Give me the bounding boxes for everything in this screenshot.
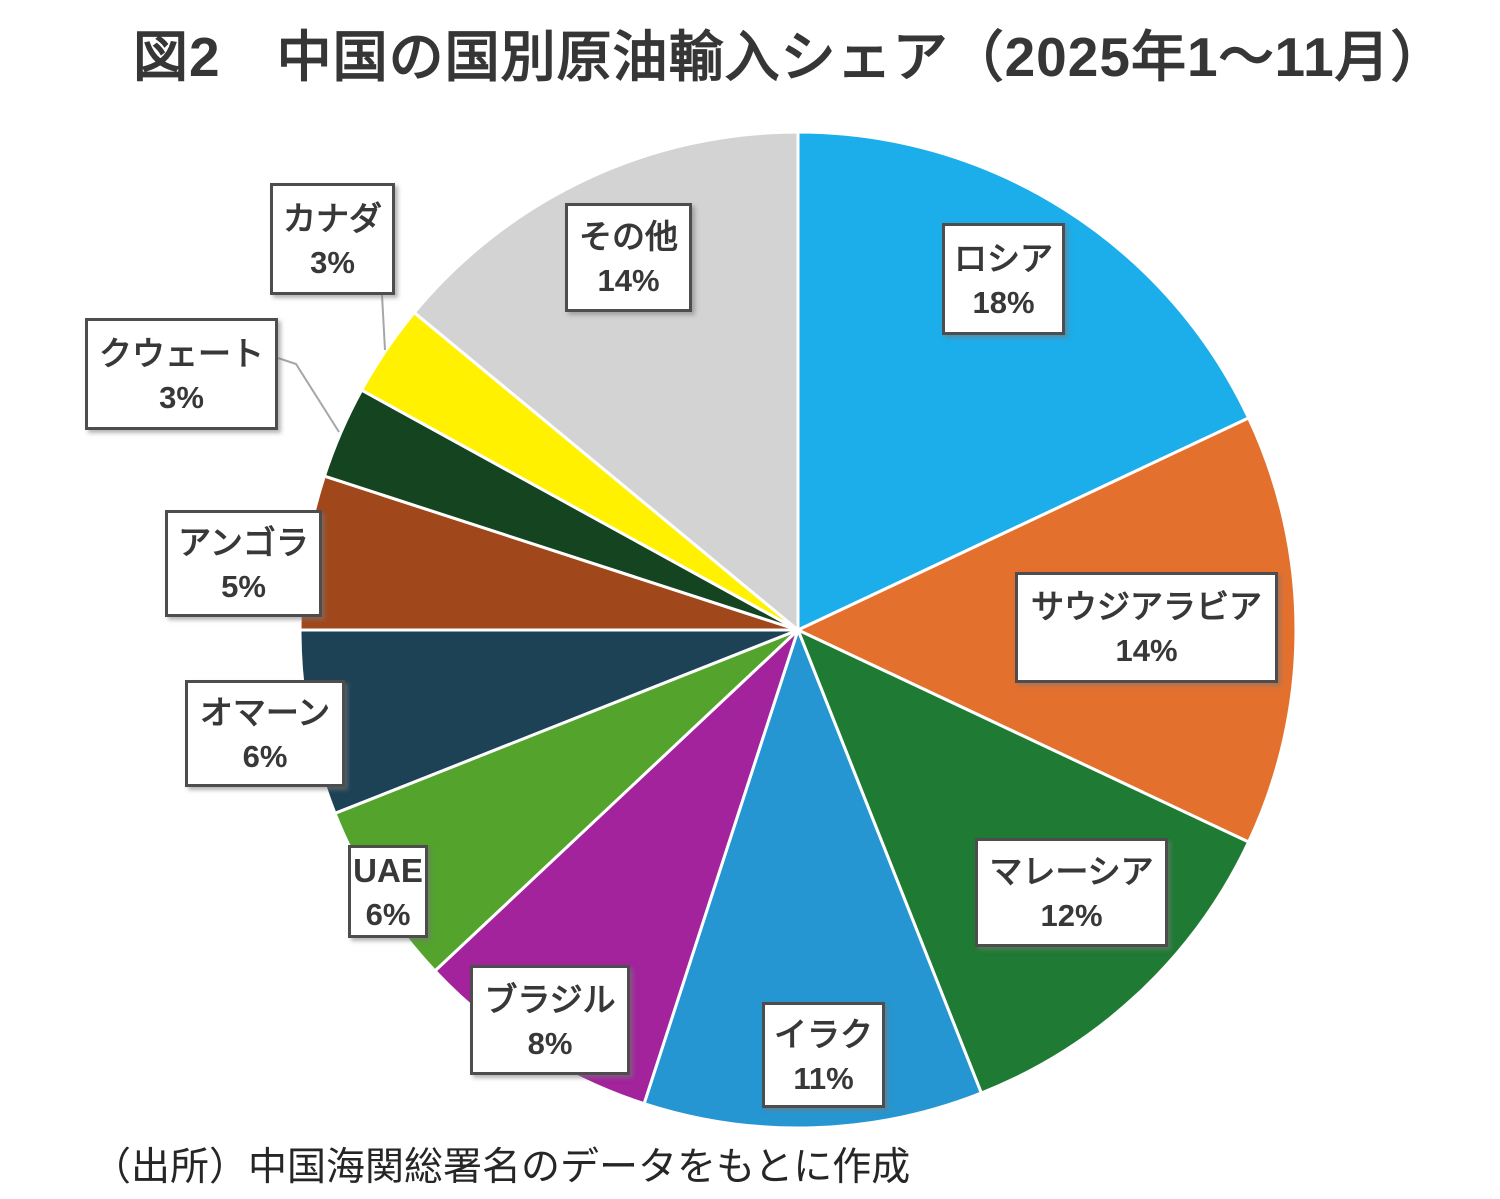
pie-slice-iraq bbox=[642, 628, 983, 1130]
label-kuwait-pct: 3% bbox=[159, 379, 204, 415]
chart-title: 図2 中国の国別原油輸入シェア（2025年1～11月） bbox=[133, 26, 1447, 88]
canada-leader-line bbox=[381, 294, 386, 351]
label-malaysia-pct: 12% bbox=[1040, 898, 1103, 934]
label-brazil: ブラジル 8% bbox=[470, 965, 630, 1075]
label-brazil-pct: 8% bbox=[527, 1025, 573, 1061]
label-saudi-arabia-name: サウジアラビア bbox=[1031, 588, 1262, 626]
label-iraq-pct: 11% bbox=[793, 1060, 854, 1096]
label-saudi-arabia-pct: 14% bbox=[1115, 633, 1178, 669]
label-angola-pct: 5% bbox=[221, 569, 266, 605]
label-russia-pct: 18% bbox=[972, 284, 1035, 320]
label-russia: ロシア 18% bbox=[942, 223, 1065, 335]
label-angola-name: アンゴラ bbox=[178, 524, 309, 562]
label-oman-pct: 6% bbox=[242, 739, 288, 775]
label-canada-pct: 3% bbox=[310, 244, 355, 280]
label-russia-name: ロシア bbox=[954, 239, 1053, 277]
label-oman-name: オマーン bbox=[199, 694, 331, 732]
label-canada-name: カナダ bbox=[283, 199, 382, 237]
source-note: （出所）中国海関総署名のデータをもとに作成 bbox=[92, 1146, 911, 1189]
label-malaysia: マレーシア 12% bbox=[975, 838, 1168, 947]
label-iraq-name: イラク bbox=[774, 1015, 873, 1053]
label-others: その他 14% bbox=[565, 203, 692, 312]
label-saudi-arabia: サウジアラビア 14% bbox=[1015, 572, 1278, 683]
pie-slice-russia bbox=[796, 130, 1251, 632]
label-uae-name: UAE bbox=[353, 852, 423, 890]
label-brazil-name: ブラジル bbox=[484, 980, 616, 1018]
label-uae: UAE 6% bbox=[348, 845, 428, 938]
pie-slice-others bbox=[412, 130, 800, 632]
leader-lines-group bbox=[277, 294, 386, 433]
label-iraq: イラク 11% bbox=[762, 1002, 885, 1108]
label-kuwait: クウェート 3% bbox=[85, 318, 278, 430]
label-uae-pct: 6% bbox=[365, 897, 411, 933]
label-others-pct: 14% bbox=[597, 263, 660, 299]
label-oman: オマーン 6% bbox=[185, 680, 345, 787]
label-others-name: その他 bbox=[579, 218, 678, 256]
kuwait-leader-line bbox=[277, 357, 340, 433]
label-canada: カナダ 3% bbox=[270, 183, 395, 295]
label-kuwait-name: クウェート bbox=[99, 334, 264, 372]
label-angola: アンゴラ 5% bbox=[165, 510, 322, 617]
label-malaysia-name: マレーシア bbox=[989, 853, 1154, 891]
